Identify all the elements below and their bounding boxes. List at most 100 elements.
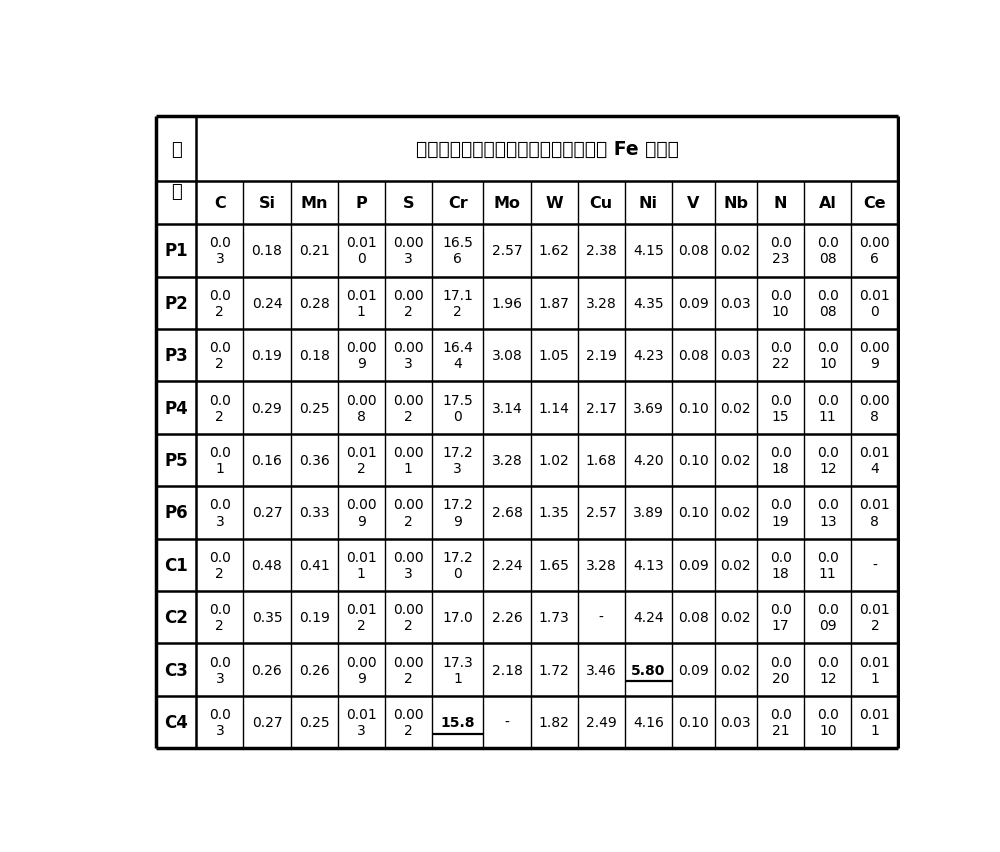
Text: 0.35: 0.35 [252,611,282,625]
Text: 0.02: 0.02 [720,453,751,468]
Text: C: C [214,196,226,211]
Text: 0.18: 0.18 [299,348,330,363]
Text: P5: P5 [164,452,188,469]
Text: N: N [774,196,787,211]
Text: 0.26: 0.26 [252,663,282,676]
Text: 2.38: 2.38 [586,245,617,258]
Text: 0.0
2: 0.0 2 [209,602,231,633]
Text: 17.1
2: 17.1 2 [442,288,473,319]
Text: 4.20: 4.20 [633,453,664,468]
Text: 15.8: 15.8 [440,716,475,729]
Text: 0.00
6: 0.00 6 [860,236,890,266]
Text: 2.24: 2.24 [492,558,522,573]
Text: 1.05: 1.05 [539,348,569,363]
Text: 0.33: 0.33 [299,506,329,520]
Text: 0.01
1: 0.01 1 [346,550,377,580]
Text: 0.00
8: 0.00 8 [346,393,376,423]
Text: 3.28: 3.28 [492,453,522,468]
Text: 0.01
1: 0.01 1 [860,707,890,737]
Text: 17.0: 17.0 [442,611,473,625]
Text: 0.00
2: 0.00 2 [393,498,424,528]
Text: 0.29: 0.29 [252,401,282,415]
Text: 0.0
3: 0.0 3 [209,655,231,685]
Text: 0.00
2: 0.00 2 [393,655,424,685]
Text: P2: P2 [164,295,188,313]
Text: 0.10: 0.10 [678,506,709,520]
Text: 0.36: 0.36 [299,453,329,468]
Text: 16.4
4: 16.4 4 [442,341,473,371]
Text: 0.0
15: 0.0 15 [770,393,792,423]
Text: 0.18: 0.18 [252,245,282,258]
Text: -: - [505,716,509,729]
Text: 0.0
18: 0.0 18 [770,550,792,580]
Text: 0.01
0: 0.01 0 [860,288,890,319]
Text: 0.0
10: 0.0 10 [770,288,792,319]
Text: 0.0
08: 0.0 08 [817,288,839,319]
Text: Ce: Ce [864,196,886,211]
Text: 1.35: 1.35 [539,506,569,520]
Text: 0.02: 0.02 [720,506,751,520]
Text: 2.68: 2.68 [492,506,522,520]
Text: -: - [599,611,604,625]
Text: P: P [355,196,367,211]
Text: 0.01
3: 0.01 3 [346,707,377,737]
Text: 1.65: 1.65 [539,558,570,573]
Text: 0.00
1: 0.00 1 [393,446,424,475]
Text: 0.0
3: 0.0 3 [209,498,231,528]
Text: 0.19: 0.19 [299,611,330,625]
Text: 0.0
2: 0.0 2 [209,550,231,580]
Text: 1.73: 1.73 [539,611,569,625]
Text: 0.27: 0.27 [252,506,282,520]
Text: 0.08: 0.08 [678,348,709,363]
Text: 0.00
9: 0.00 9 [346,498,376,528]
Text: 4.24: 4.24 [633,611,664,625]
Text: 0.0
1: 0.0 1 [209,446,231,475]
Text: Nb: Nb [723,196,748,211]
Text: 0.09: 0.09 [678,296,709,310]
Text: 0.0
17: 0.0 17 [770,602,792,633]
Text: 3.89: 3.89 [633,506,664,520]
Text: 试

样: 试 样 [171,141,182,200]
Text: 0.0
10: 0.0 10 [817,707,839,737]
Text: 2.57: 2.57 [492,245,522,258]
Text: 0.48: 0.48 [252,558,282,573]
Text: 4.15: 4.15 [633,245,664,258]
Text: 0.00
3: 0.00 3 [393,550,424,580]
Text: 3.28: 3.28 [586,558,617,573]
Text: 0.0
19: 0.0 19 [770,498,792,528]
Text: 0.01
8: 0.01 8 [860,498,890,528]
Text: 0.01
2: 0.01 2 [860,602,890,633]
Text: 0.00
3: 0.00 3 [393,236,424,266]
Text: C2: C2 [164,608,188,626]
Text: 0.00
9: 0.00 9 [346,341,376,371]
Text: Mn: Mn [300,196,328,211]
Text: 0.25: 0.25 [299,401,329,415]
Text: 3.08: 3.08 [492,348,522,363]
Text: 0.0
18: 0.0 18 [770,446,792,475]
Text: P4: P4 [164,400,188,417]
Text: 17.2
0: 17.2 0 [442,550,473,580]
Text: 0.00
3: 0.00 3 [393,341,424,371]
Text: 1.68: 1.68 [586,453,617,468]
Text: 0.0
3: 0.0 3 [209,236,231,266]
Text: Al: Al [819,196,837,211]
Text: C3: C3 [164,661,188,679]
Text: 0.03: 0.03 [720,716,751,729]
Text: 0.00
9: 0.00 9 [346,655,376,685]
Text: 0.0
08: 0.0 08 [817,236,839,266]
Text: 0.27: 0.27 [252,716,282,729]
Text: W: W [545,196,563,211]
Text: 0.02: 0.02 [720,558,751,573]
Text: 0.0
09: 0.0 09 [817,602,839,633]
Text: 0.10: 0.10 [678,716,709,729]
Text: 1.14: 1.14 [539,401,570,415]
Text: 0.02: 0.02 [720,401,751,415]
Text: Ni: Ni [639,196,658,211]
Text: 0.02: 0.02 [720,245,751,258]
Text: 0.01
0: 0.01 0 [346,236,377,266]
Text: 0.01
2: 0.01 2 [346,602,377,633]
Text: 0.09: 0.09 [678,558,709,573]
Text: 0.0
11: 0.0 11 [817,550,839,580]
Text: 17.2
9: 17.2 9 [442,498,473,528]
Text: C4: C4 [164,713,188,731]
